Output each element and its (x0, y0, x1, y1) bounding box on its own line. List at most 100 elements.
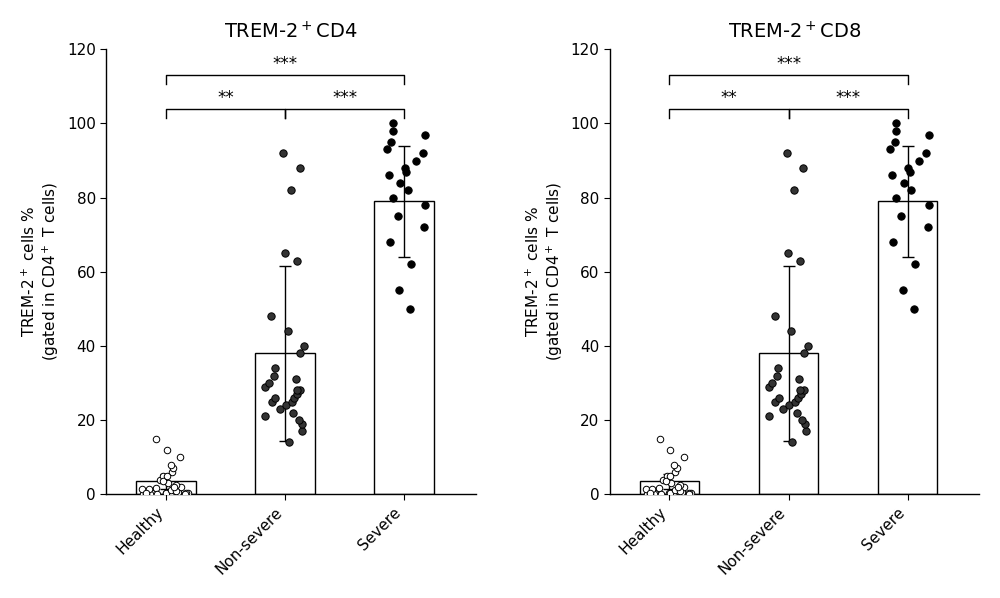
Point (786, 185, 802, 195)
Point (885, 237, 901, 247)
Point (134, 484, 150, 493)
Point (292, 163, 308, 173)
Point (408, 155, 424, 165)
Point (670, 482, 686, 492)
Point (900, 163, 916, 173)
Point (165, 463, 181, 473)
Point (145, 487, 161, 496)
Point (397, 163, 413, 173)
Point (655, 475, 671, 484)
Point (415, 148, 431, 158)
Y-axis label: TREM-2$^+$ cells %
(gated in CD4$^+$ T cells): TREM-2$^+$ cells % (gated in CD4$^+$ T c… (524, 182, 565, 361)
Point (166, 482, 182, 492)
Point (171, 489, 187, 498)
Point (672, 487, 688, 496)
Text: **: ** (217, 89, 234, 106)
Point (158, 488, 174, 498)
Point (141, 484, 157, 493)
Point (662, 489, 678, 498)
Bar (136, 481, 196, 495)
Point (800, 341, 816, 351)
Bar (255, 353, 315, 495)
Point (676, 482, 692, 492)
Point (652, 434, 668, 444)
Text: ***: *** (272, 56, 298, 74)
Point (796, 386, 812, 395)
Point (789, 408, 805, 417)
Point (177, 489, 193, 499)
Point (653, 489, 669, 498)
Point (638, 484, 654, 493)
Point (263, 312, 279, 321)
Point (152, 475, 168, 484)
Point (391, 286, 407, 295)
Point (164, 467, 180, 477)
Point (896, 178, 912, 188)
Point (793, 389, 809, 399)
Point (277, 249, 293, 258)
Point (670, 486, 686, 495)
Point (884, 170, 900, 180)
Point (294, 426, 310, 436)
Point (288, 374, 304, 384)
Point (668, 490, 684, 499)
Point (275, 148, 291, 158)
Point (267, 364, 283, 373)
Point (382, 237, 398, 247)
Point (918, 148, 934, 158)
Point (379, 145, 395, 154)
Point (646, 489, 662, 498)
Point (761, 411, 777, 421)
Point (281, 438, 297, 447)
Point (667, 485, 683, 495)
Text: **: ** (721, 89, 737, 106)
Point (792, 256, 808, 266)
Point (286, 393, 302, 402)
Point (155, 471, 171, 481)
Bar (878, 202, 937, 495)
Bar (374, 202, 434, 495)
Point (911, 155, 927, 165)
Point (903, 185, 919, 195)
Point (895, 286, 911, 295)
Point (794, 416, 810, 425)
Point (797, 419, 813, 429)
Point (278, 401, 294, 410)
Title: TREM-2$^+$CD4: TREM-2$^+$CD4 (224, 21, 358, 42)
Point (775, 404, 791, 414)
Point (289, 386, 305, 395)
Text: ***: *** (776, 56, 801, 74)
Point (681, 488, 697, 498)
Point (674, 487, 690, 497)
Point (683, 488, 699, 498)
Point (385, 118, 401, 128)
Point (289, 256, 305, 266)
Point (148, 434, 164, 444)
Point (888, 118, 904, 128)
Point (417, 130, 433, 139)
Point (769, 371, 785, 380)
Point (163, 485, 179, 495)
Point (267, 393, 283, 402)
Point (172, 453, 188, 462)
Point (770, 364, 786, 373)
Point (168, 480, 184, 490)
Point (791, 374, 807, 384)
Point (283, 185, 299, 195)
Point (144, 488, 160, 498)
Point (661, 488, 677, 498)
Point (398, 167, 414, 176)
Point (672, 480, 688, 490)
Point (662, 471, 678, 481)
Point (798, 426, 814, 436)
Point (385, 193, 401, 202)
Point (761, 382, 777, 392)
Point (292, 386, 308, 395)
Point (888, 193, 904, 202)
Point (779, 148, 795, 158)
Point (266, 371, 282, 380)
Point (676, 453, 692, 462)
Point (257, 382, 273, 392)
Point (666, 460, 682, 469)
Bar (640, 481, 699, 495)
